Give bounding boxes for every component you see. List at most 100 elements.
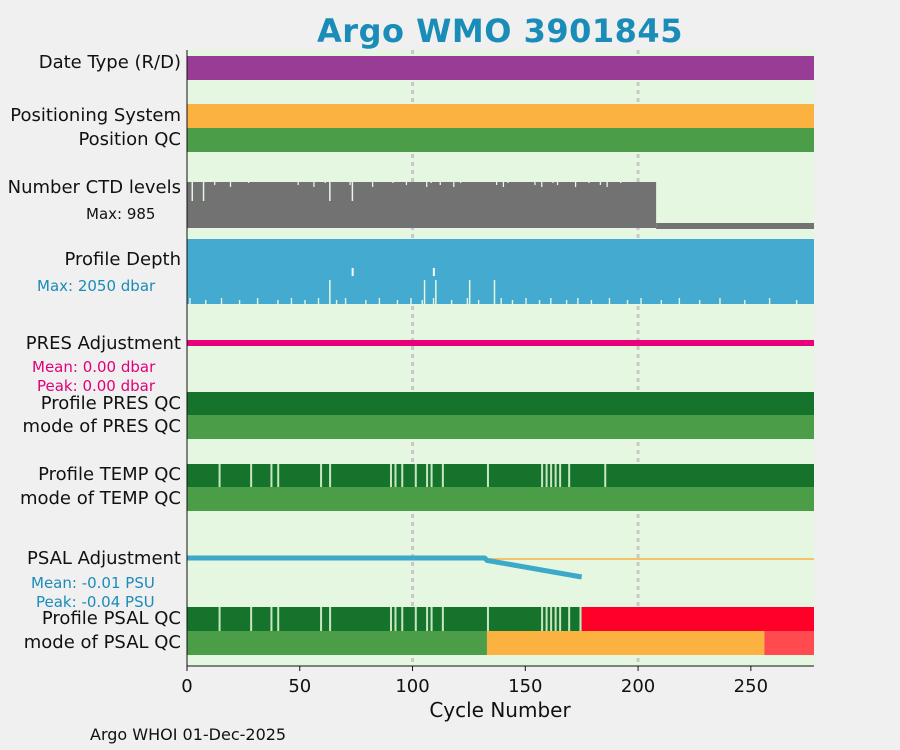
ctd-notch [574, 180, 577, 187]
psal-qc-gap [270, 607, 273, 631]
temp-qc-gap [554, 464, 557, 487]
depth-notch [238, 300, 241, 304]
ctd-notch [297, 180, 299, 185]
depth-notch [396, 300, 399, 304]
psal-qc-gap [329, 607, 332, 631]
ctd-notch [552, 180, 554, 183]
depth-notch [450, 300, 453, 304]
ctd-notch [229, 180, 232, 187]
temp-qc-gap [250, 464, 253, 487]
ctd-notch [313, 180, 315, 187]
ctd-levels-tail [656, 223, 814, 229]
label-psal-peak: Peak: -0.04 PSU [36, 593, 155, 611]
ctd-levels-bar [187, 182, 657, 228]
ctd-notch [430, 180, 432, 183]
ctd-notch [502, 180, 505, 187]
psal-qc-gap [426, 607, 429, 631]
profile-psal-qc-bad [581, 607, 814, 631]
label-profile-pres-qc: Profile PRES QC [40, 393, 181, 414]
temp-qc-gap [550, 464, 553, 487]
depth-notch [477, 300, 480, 304]
depth-notch [660, 300, 663, 304]
psal-qc-gap [579, 607, 582, 631]
depth-notch [466, 298, 469, 304]
psal-qc-gap [568, 607, 571, 631]
depth-notch [410, 298, 412, 304]
pres-adjustment-line [187, 340, 814, 346]
temp-qc-gap [270, 464, 273, 487]
psal-qc-gap [250, 607, 253, 631]
x-tick-label: 150 [508, 676, 543, 697]
label-profile-psal-qc: Profile PSAL QC [41, 608, 181, 629]
depth-notch [335, 300, 338, 304]
depth-notch [304, 300, 306, 304]
depth-notch [421, 300, 423, 304]
profile-psal-qc-bar [187, 607, 582, 631]
psal-qc-gap [541, 607, 544, 631]
ctd-notch [495, 180, 498, 185]
depth-notch [432, 298, 435, 304]
temp-qc-gap [320, 464, 323, 487]
ctd-notch [459, 180, 462, 183]
chart-title: Argo WMO 3901845 [317, 12, 683, 50]
depth-notch [365, 300, 367, 304]
depth-notch [189, 298, 191, 304]
label-pres-mean: Mean: 0.00 dbar [32, 358, 156, 376]
psal-qc-gap [414, 607, 417, 631]
depth-notch [538, 300, 541, 304]
depth-notch [525, 298, 527, 304]
temp-qc-gap [541, 464, 544, 487]
label-ctd-max: Max: 985 [86, 205, 156, 223]
label-psal-mean: Mean: -0.01 PSU [31, 574, 155, 592]
depth-dip [435, 280, 437, 304]
temp-qc-gap [486, 464, 489, 487]
depth-notch [795, 300, 798, 304]
depth-notch [500, 298, 502, 304]
label-psal-adjustment: PSAL Adjustment [26, 548, 181, 569]
positioning-system-bar [187, 104, 814, 128]
position-qc-bar [187, 128, 814, 152]
ctd-notch [349, 180, 351, 185]
x-tick-label: 100 [395, 676, 430, 697]
depth-notch [590, 300, 593, 304]
label-mode-pres-qc: mode of PRES QC [22, 416, 181, 437]
ctd-notch [606, 180, 608, 187]
x-tick-label: 0 [181, 676, 193, 697]
temp-qc-gap [218, 464, 221, 487]
depth-notch [344, 298, 347, 304]
ctd-dip [202, 180, 205, 201]
mode-psal-qc-good [187, 631, 487, 655]
ctd-notch [426, 180, 428, 187]
temp-qc-gap [559, 464, 562, 487]
psal-qc-gap [441, 607, 444, 631]
ctd-notch [507, 180, 509, 183]
profile-depth-bar [187, 239, 814, 304]
temp-qc-gap [430, 464, 433, 487]
ctd-notch [439, 180, 441, 185]
mode-pres-qc-bar [187, 415, 814, 439]
depth-dip [329, 280, 331, 304]
depth-notch [256, 298, 259, 304]
psal-qc-gap [218, 607, 221, 631]
temp-qc-gap [441, 464, 444, 487]
label-ctd-levels: Number CTD levels [7, 177, 181, 198]
temp-qc-gap [414, 464, 417, 487]
psal-qc-gap [559, 607, 562, 631]
ctd-notch [214, 180, 216, 185]
depth-notch [698, 300, 701, 304]
temp-qc-gap [389, 464, 392, 487]
temp-qc-gap [545, 464, 548, 487]
temp-qc-gap [568, 464, 571, 487]
depth-notch [290, 298, 293, 304]
x-axis-label: Cycle Number [429, 698, 571, 722]
ctd-notch [453, 180, 455, 187]
x-tick-label: 250 [733, 676, 769, 697]
psal-qc-gap [401, 607, 404, 631]
ctd-notch [599, 180, 602, 185]
label-profile-depth: Profile Depth [64, 249, 181, 270]
psal-qc-gap [430, 607, 433, 631]
profile-pres-qc-bar [187, 392, 814, 415]
temp-qc-gap [394, 464, 397, 487]
depth-notch [277, 300, 279, 304]
